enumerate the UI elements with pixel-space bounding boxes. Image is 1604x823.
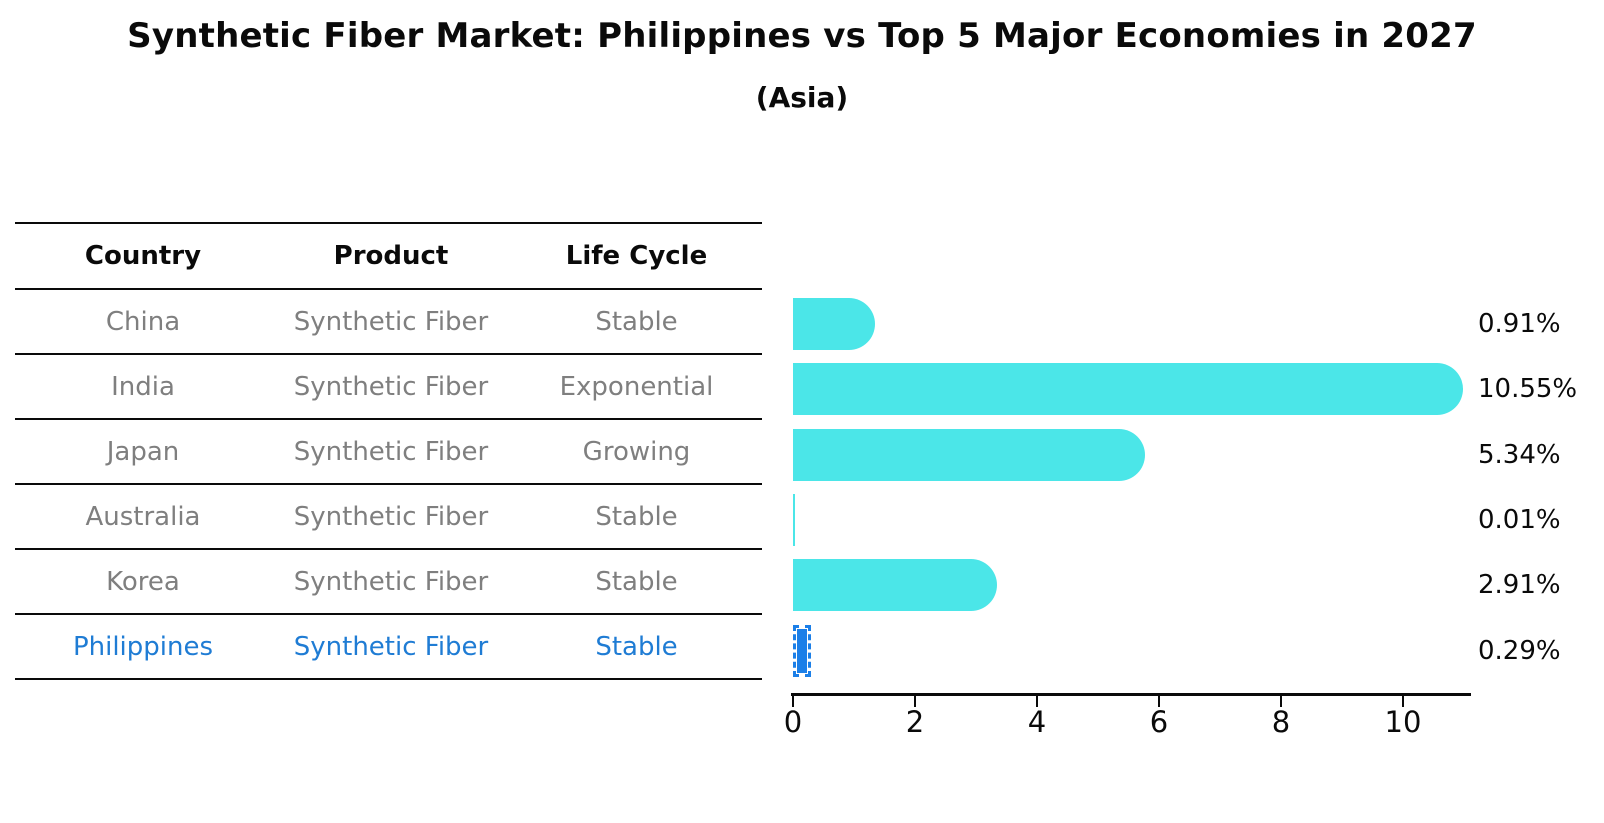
bar-australia	[793, 493, 795, 546]
japan-country-cell: Japan	[106, 436, 180, 467]
country-table: Country Product Life Cycle China Synthetic …	[15, 222, 762, 680]
china-life_cycle-cell: Stable	[595, 306, 678, 337]
bar-japan	[793, 428, 1145, 481]
australia-life_cycle-cell: Stable	[595, 501, 678, 532]
philippines-product-cell: Synthetic Fiber	[293, 631, 489, 662]
x-tick-mark	[1036, 696, 1038, 707]
philippines-country-cell: Philippines	[72, 631, 214, 662]
bar-korea	[793, 559, 997, 612]
x-tick-label: 10	[1384, 705, 1422, 739]
x-tick-label: 2	[905, 705, 925, 739]
column-header-country: Country	[84, 241, 202, 271]
x-tick-label: 6	[1149, 705, 1169, 739]
value-label-australia: 0.01%	[1478, 504, 1561, 535]
bar-india	[793, 363, 1463, 416]
x-tick-label: 4	[1027, 705, 1047, 739]
value-label-china: 0.91%	[1478, 309, 1561, 339]
korea-life_cycle-cell: Stable	[595, 566, 678, 597]
x-tick-mark	[1280, 696, 1282, 707]
value-label-philippines: 0.29%	[1478, 635, 1561, 666]
x-tick-mark	[1402, 696, 1404, 707]
korea-product-cell: Synthetic Fiber	[293, 566, 489, 597]
india-product-cell: Synthetic Fiber	[293, 371, 489, 402]
x-tick-label: 0	[783, 705, 803, 739]
japan-product-cell: Synthetic Fiber	[293, 436, 489, 467]
table-row-korea: Korea Synthetic Fiber Stable	[15, 550, 762, 615]
table-row-philippines: Philippines Synthetic Fiber Stable	[15, 615, 762, 680]
value-label-india: 10.55%	[1478, 374, 1578, 405]
table-header-row: Country Product Life Cycle	[15, 224, 762, 290]
bar-china	[793, 298, 875, 350]
japan-life_cycle-cell: Growing	[582, 436, 691, 467]
x-tick-mark	[792, 696, 794, 707]
table-row-japan: Japan Synthetic Fiber Growing	[15, 420, 762, 485]
table-body: China Synthetic Fiber Stable India Synthetic…	[15, 290, 762, 680]
x-tick-mark	[914, 696, 916, 707]
china-product-cell: Synthetic Fiber	[293, 306, 489, 337]
table-row-australia: Australia Synthetic Fiber Stable	[15, 485, 762, 550]
india-country-cell: India	[111, 371, 175, 402]
table-row-india: India Synthetic Fiber Exponential	[15, 355, 762, 420]
korea-country-cell: Korea	[106, 566, 180, 597]
column-header-product: Product	[333, 241, 449, 271]
australia-country-cell: Australia	[85, 501, 201, 532]
x-tick-label: 8	[1271, 705, 1291, 739]
value-label-japan: 5.34%	[1478, 439, 1561, 470]
india-life_cycle-cell: Exponential	[559, 371, 714, 402]
table-row-china: China Synthetic Fiber Stable	[15, 290, 762, 355]
column-header-life-cycle: Life Cycle	[565, 241, 708, 271]
philippines-life_cycle-cell: Stable	[595, 631, 678, 662]
value-label-korea: 2.91%	[1478, 570, 1561, 601]
chart-subtitle: (Asia)	[755, 81, 849, 114]
x-axis-line	[791, 693, 1471, 696]
australia-product-cell: Synthetic Fiber	[293, 501, 489, 532]
bar-philippines	[793, 624, 811, 677]
x-tick-mark	[1158, 696, 1160, 707]
bar-philippines-fill	[797, 628, 807, 673]
china-country-cell: China	[105, 306, 181, 337]
chart-title: Synthetic Fiber Market: Philippines vs T…	[127, 16, 1477, 56]
